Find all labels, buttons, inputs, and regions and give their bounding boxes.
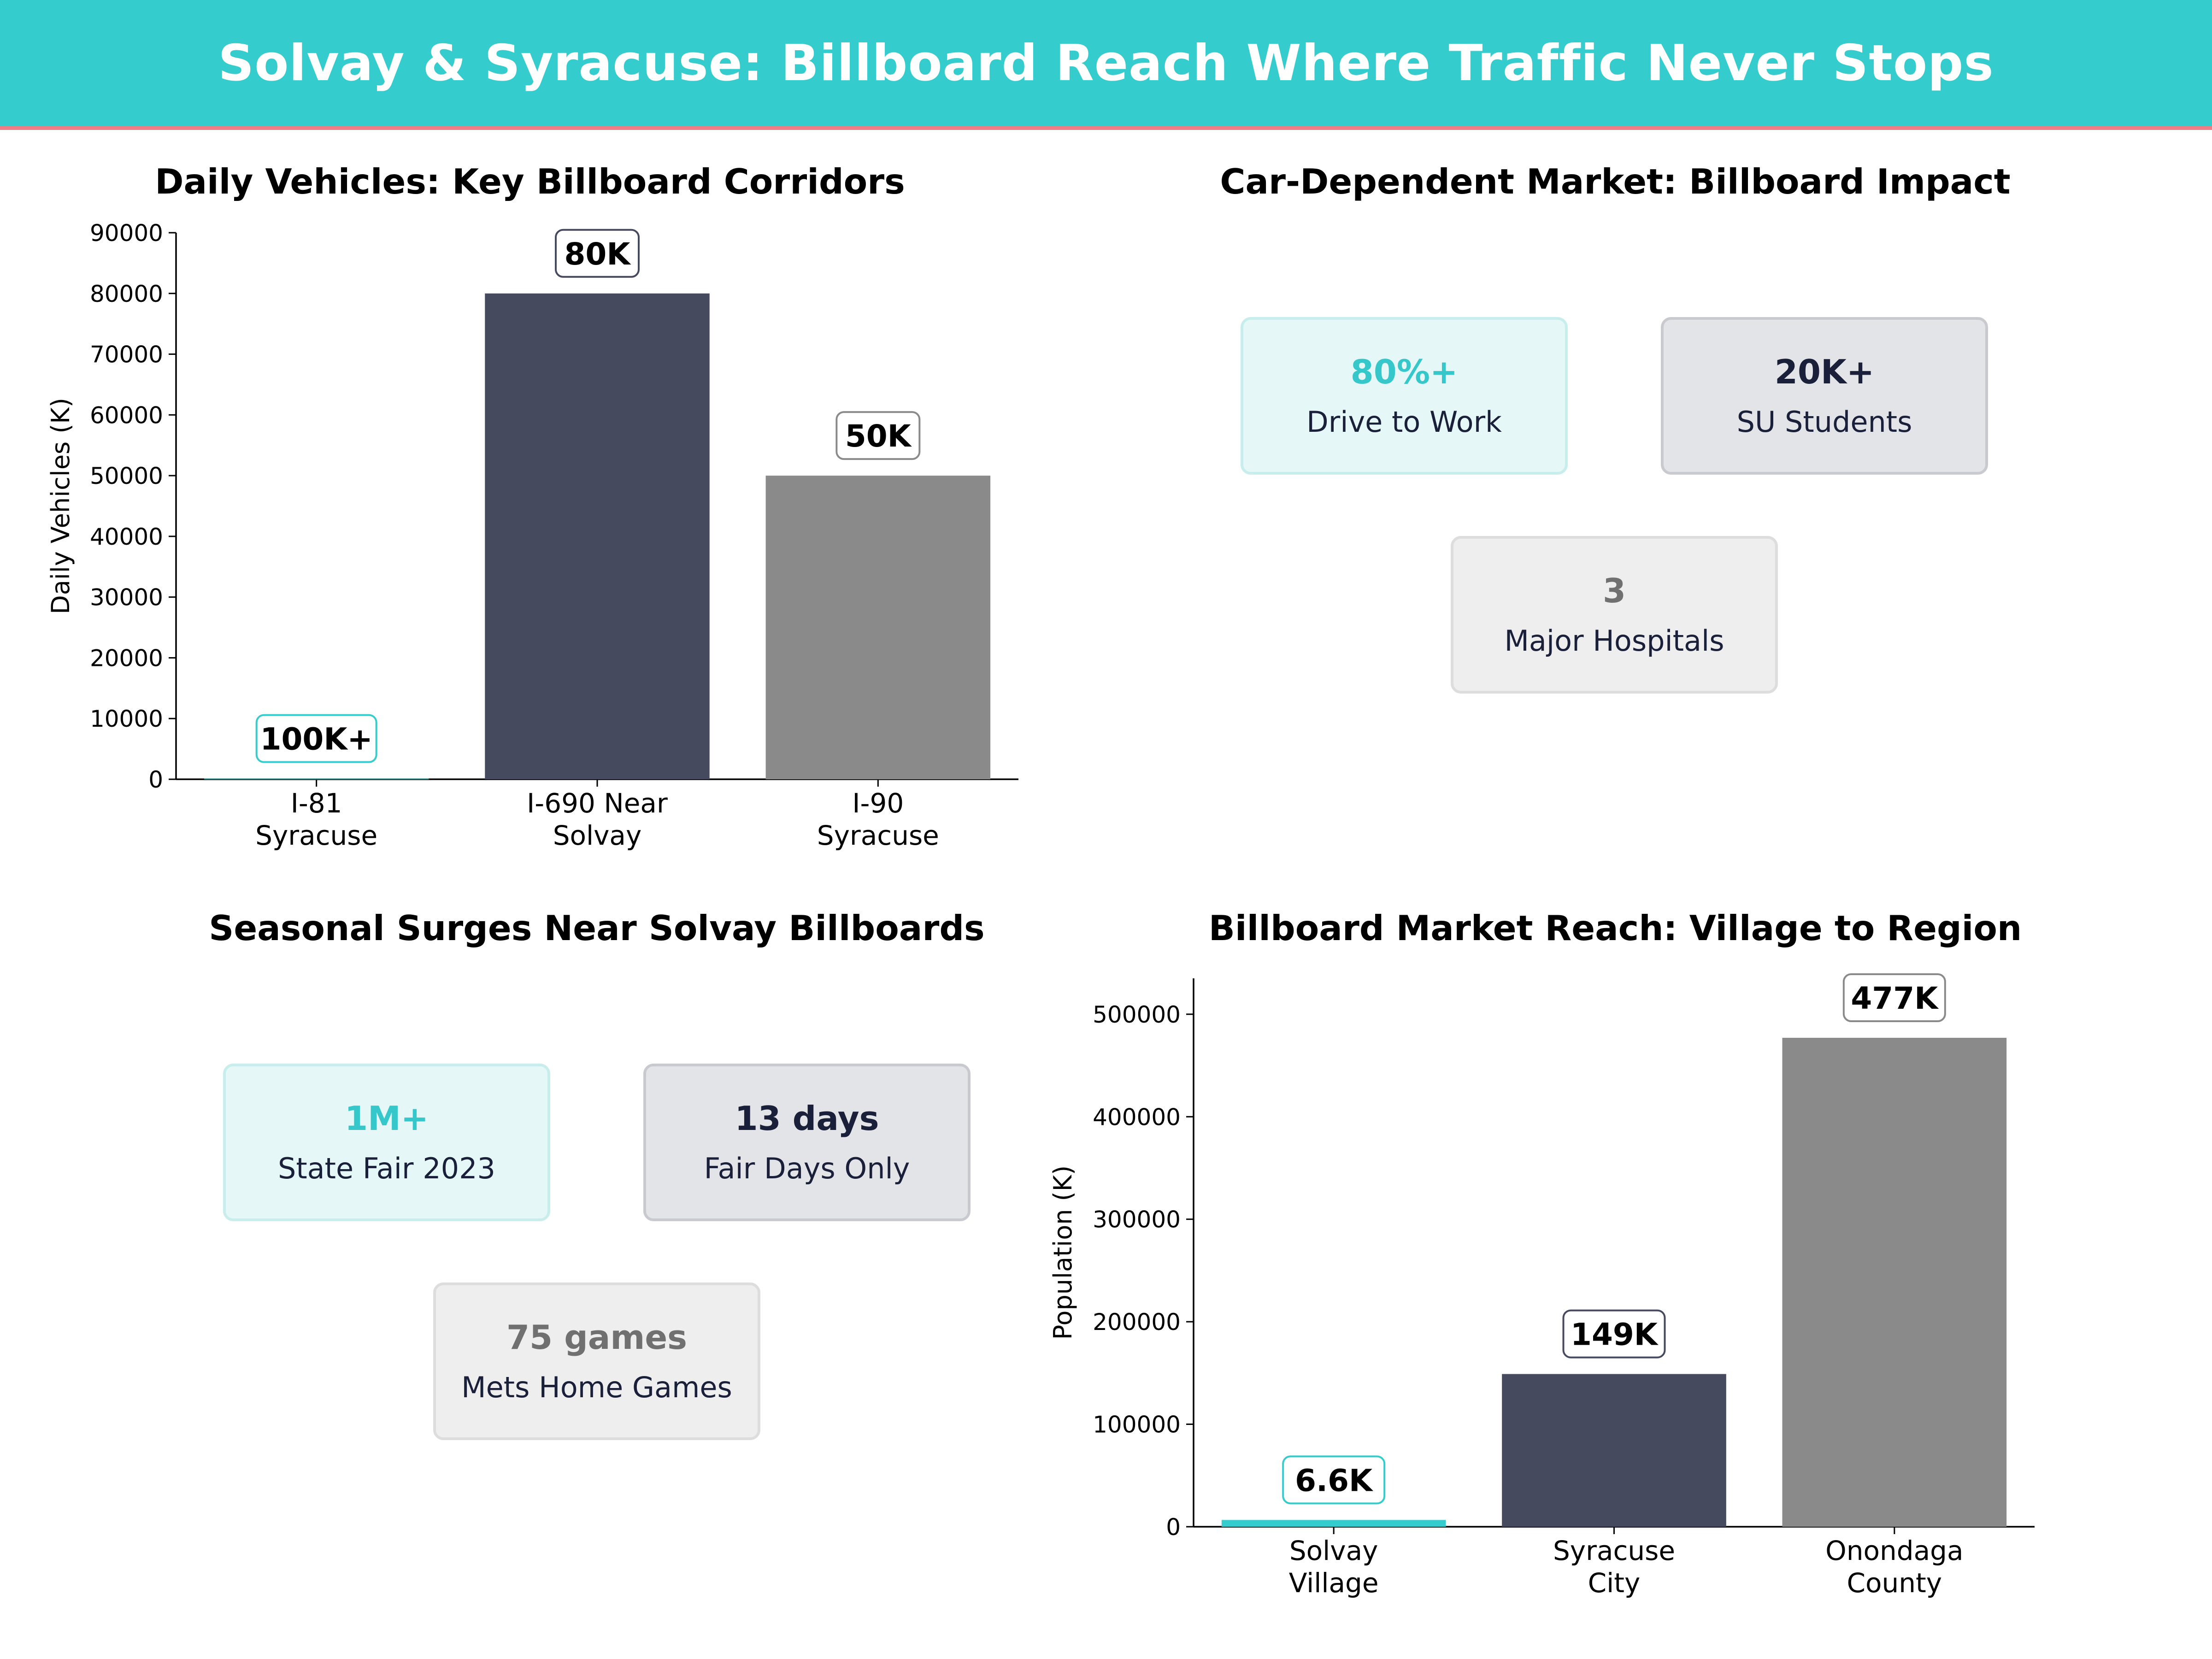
y-tick-label: 500000 xyxy=(1093,1001,1181,1028)
kpi-card-drive-to-work: 80%+ Drive to Work xyxy=(1241,317,1568,475)
x-tick-label: Solvay Village xyxy=(1289,1535,1379,1599)
page-title: Solvay & Syracuse: Billboard Reach Where… xyxy=(218,34,1994,92)
y-tick-label: 100000 xyxy=(1093,1412,1181,1438)
y-tick-label: 400000 xyxy=(1093,1104,1181,1130)
y-tick-label: 300000 xyxy=(1093,1206,1181,1233)
kpi-value: 13 days xyxy=(735,1099,879,1138)
y-tick-label: 50000 xyxy=(90,463,163,489)
x-tick-label: I-90 Syracuse xyxy=(817,788,939,851)
data-label: 80K xyxy=(565,236,632,272)
bar xyxy=(1221,1520,1446,1527)
chart-title-market-reach: Billboard Market Reach: Village to Regio… xyxy=(1208,908,2022,948)
data-label: 50K xyxy=(845,418,912,454)
kpi-label: Drive to Work xyxy=(1306,405,1502,439)
panel-title-seasonal: Seasonal Surges Near Solvay Billboards xyxy=(209,908,985,948)
data-label-box xyxy=(835,411,921,460)
y-tick-label: 0 xyxy=(148,766,163,793)
bar xyxy=(1502,1374,1726,1527)
data-label: 6.6K xyxy=(1295,1463,1374,1498)
data-label-box xyxy=(1562,1309,1666,1359)
bar xyxy=(1782,1038,2007,1527)
y-axis-label: Daily Vehicles (K) xyxy=(46,398,75,614)
panel-title-car-dependent: Car-Dependent Market: Billboard Impact xyxy=(1220,161,2011,202)
y-tick-label: 70000 xyxy=(90,341,163,368)
kpi-value: 75 games xyxy=(506,1318,688,1357)
data-label-box xyxy=(1842,973,1946,1023)
kpi-value: 1M+ xyxy=(344,1099,429,1138)
header-banner: Solvay & Syracuse: Billboard Reach Where… xyxy=(0,0,2212,130)
kpi-card-mets-games: 75 games Mets Home Games xyxy=(433,1282,760,1440)
bar xyxy=(765,476,991,779)
kpi-label: Mets Home Games xyxy=(461,1371,732,1404)
kpi-value: 3 xyxy=(1602,571,1626,610)
data-label: 100K+ xyxy=(260,722,373,757)
kpi-label: State Fair 2023 xyxy=(278,1152,495,1185)
y-tick-label: 40000 xyxy=(90,524,163,550)
data-label: 477K xyxy=(1851,981,1939,1016)
y-tick-label: 90000 xyxy=(90,220,163,247)
kpi-value: 20K+ xyxy=(1774,353,1875,391)
chart-title-corridors: Daily Vehicles: Key Billboard Corridors xyxy=(155,161,905,202)
kpi-label: Fair Days Only xyxy=(704,1152,910,1185)
data-label: 149K xyxy=(1571,1317,1659,1353)
y-axis-label: Population (K) xyxy=(1048,1165,1077,1340)
kpi-card-fair-days: 13 days Fair Days Only xyxy=(643,1064,971,1221)
kpi-card-major-hospitals: 3 Major Hospitals xyxy=(1451,536,1778,694)
x-tick-label: Syracuse City xyxy=(1553,1535,1675,1599)
kpi-card-state-fair: 1M+ State Fair 2023 xyxy=(223,1064,550,1221)
y-tick-label: 30000 xyxy=(90,584,163,611)
kpi-label: Major Hospitals xyxy=(1504,624,1724,658)
bar xyxy=(485,293,710,779)
x-tick-label: I-81 Syracuse xyxy=(255,788,377,851)
data-label-box xyxy=(255,714,377,763)
x-tick-label: Onondaga County xyxy=(1825,1535,1963,1599)
data-label-box xyxy=(555,229,640,278)
kpi-label: SU Students xyxy=(1736,405,1912,439)
x-tick-label: I-690 Near Solvay xyxy=(527,788,668,851)
kpi-value: 80%+ xyxy=(1350,353,1458,391)
y-tick-label: 200000 xyxy=(1093,1309,1181,1335)
y-tick-label: 20000 xyxy=(90,645,163,671)
y-tick-label: 60000 xyxy=(90,402,163,429)
y-tick-label: 10000 xyxy=(90,706,163,732)
kpi-card-su-students: 20K+ SU Students xyxy=(1661,317,1988,475)
y-tick-label: 80000 xyxy=(90,281,163,307)
y-tick-label: 0 xyxy=(1166,1514,1181,1541)
data-label-box xyxy=(1282,1455,1386,1505)
